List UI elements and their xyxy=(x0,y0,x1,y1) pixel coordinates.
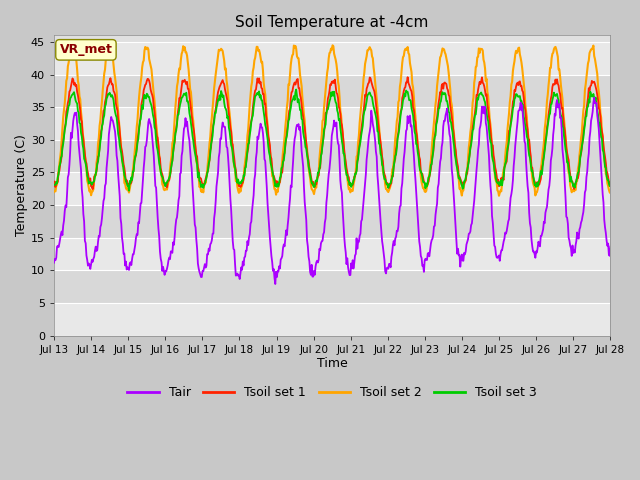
Bar xyxy=(54,205,611,238)
Tsoil set 1 xyxy=(204,168,212,174)
Tair xyxy=(417,253,425,259)
Tsoil set 2 xyxy=(401,48,408,54)
Tsoil set 3 xyxy=(418,170,426,176)
Bar xyxy=(54,140,611,172)
Tsoil set 1 xyxy=(60,132,68,138)
Bar xyxy=(54,107,611,140)
Legend: Tair, Tsoil set 1, Tsoil set 2, Tsoil set 3: Tair, Tsoil set 1, Tsoil set 2, Tsoil se… xyxy=(122,382,542,405)
Tsoil set 2 xyxy=(50,189,58,195)
Tsoil set 1 xyxy=(401,85,408,91)
Tair xyxy=(271,281,279,287)
Tsoil set 2 xyxy=(495,193,503,199)
Tsoil set 2 xyxy=(204,168,211,173)
Tair xyxy=(204,251,211,257)
Tsoil set 2 xyxy=(117,146,125,152)
Tsoil set 3 xyxy=(292,86,300,92)
Tsoil set 1 xyxy=(50,183,58,189)
Tair xyxy=(590,95,598,100)
Tsoil set 2 xyxy=(174,79,182,85)
Tsoil set 2 xyxy=(417,174,425,180)
Tsoil set 3 xyxy=(175,112,182,118)
Tsoil set 3 xyxy=(125,188,133,193)
Line: Tsoil set 1: Tsoil set 1 xyxy=(54,77,611,189)
Line: Tsoil set 3: Tsoil set 3 xyxy=(54,89,611,191)
Tair xyxy=(50,260,58,265)
Bar xyxy=(54,303,611,336)
Tsoil set 1 xyxy=(404,74,412,80)
Line: Tair: Tair xyxy=(54,97,611,284)
Tsoil set 1 xyxy=(607,180,614,185)
Tsoil set 3 xyxy=(204,168,212,173)
Tsoil set 3 xyxy=(50,182,58,188)
Tair xyxy=(60,217,68,223)
Tsoil set 3 xyxy=(60,134,68,140)
Tsoil set 2 xyxy=(60,108,68,113)
Title: Soil Temperature at -4cm: Soil Temperature at -4cm xyxy=(236,15,429,30)
Bar xyxy=(54,42,611,74)
Y-axis label: Temperature (C): Temperature (C) xyxy=(15,134,28,237)
Tair xyxy=(174,207,182,213)
Tsoil set 2 xyxy=(607,190,614,196)
Bar xyxy=(54,270,611,303)
Bar xyxy=(54,172,611,205)
Tair xyxy=(401,149,408,155)
Bar xyxy=(54,238,611,270)
Line: Tsoil set 2: Tsoil set 2 xyxy=(54,45,611,196)
Tsoil set 2 xyxy=(329,42,337,48)
Tsoil set 3 xyxy=(401,94,409,99)
Tsoil set 1 xyxy=(89,186,97,192)
Tsoil set 3 xyxy=(117,151,125,156)
Tair xyxy=(607,244,614,250)
Tair xyxy=(117,221,125,227)
Tsoil set 1 xyxy=(118,149,126,155)
Tsoil set 1 xyxy=(175,104,182,110)
Text: VR_met: VR_met xyxy=(60,43,113,56)
Tsoil set 1 xyxy=(418,170,426,176)
Tsoil set 3 xyxy=(607,183,614,189)
Bar xyxy=(54,74,611,107)
X-axis label: Time: Time xyxy=(317,358,348,371)
